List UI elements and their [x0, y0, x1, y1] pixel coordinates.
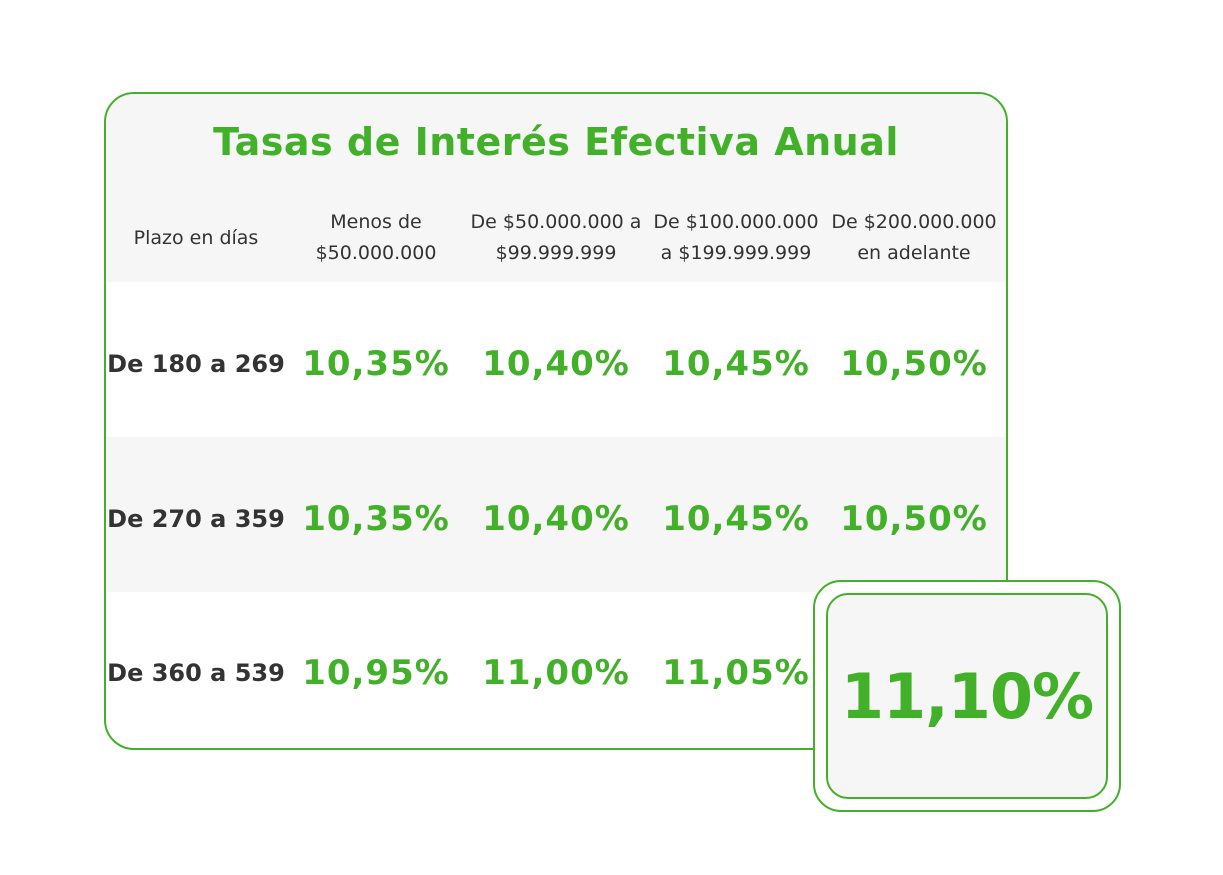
rate-cell: 10,45% [662, 344, 810, 384]
row-label: De 360 a 539 [107, 659, 285, 687]
header-tier-4: De $200.000.000 en adelante [831, 211, 997, 264]
highlight-rate-inner: 11,10% [826, 593, 1108, 799]
row-band-2 [106, 437, 1006, 592]
table-title: Tasas de Interés Efectiva Anual [213, 120, 899, 164]
highlight-rate-value: 11,10% [840, 659, 1094, 733]
row-label: De 270 a 359 [107, 505, 285, 533]
rate-cell: 10,95% [302, 653, 450, 693]
rate-cell: 10,40% [482, 499, 630, 539]
header-band [106, 94, 1006, 282]
rate-cell: 11,00% [482, 653, 630, 693]
rate-cell: 10,50% [840, 499, 988, 539]
header-tier-1: Menos de $50.000.000 [315, 211, 437, 264]
rates-table-card: Tasas de Interés Efectiva Anual Plazo en… [104, 92, 1008, 750]
rate-cell: 10,35% [302, 344, 450, 384]
header-term: Plazo en días [133, 226, 259, 249]
highlight-rate-box: 11,10% [813, 580, 1121, 812]
rate-cell: 10,45% [662, 499, 810, 539]
rate-cell: 10,35% [302, 499, 450, 539]
header-tier-3: De $100.000.000 a $199.999.999 [653, 211, 819, 264]
header-tier-2: De $50.000.000 a $99.999.999 [470, 211, 642, 264]
rate-cell: 11,05% [662, 653, 810, 693]
rate-cell: 10,50% [840, 344, 988, 384]
row-label: De 180 a 269 [107, 350, 285, 378]
rate-cell: 10,40% [482, 344, 630, 384]
